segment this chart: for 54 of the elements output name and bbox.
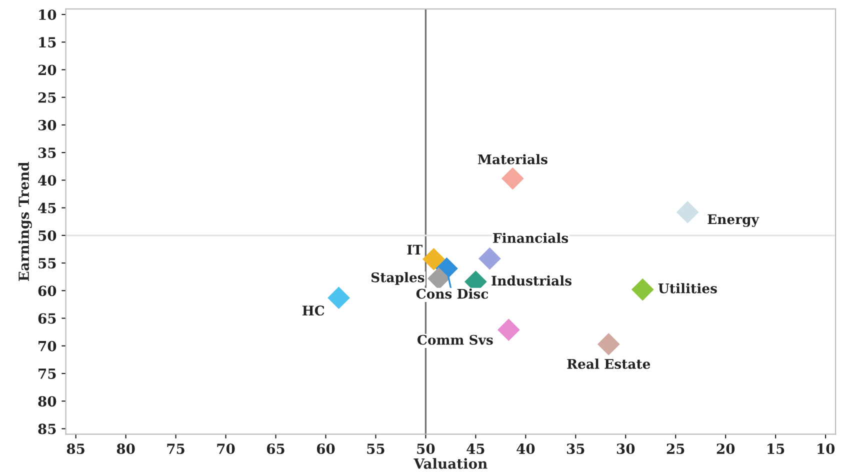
x-tick-label: 50 <box>417 444 435 454</box>
series-label: Utilities <box>658 283 717 294</box>
x-tick-label: 45 <box>466 444 484 454</box>
y-tick-label: 55 <box>38 258 56 268</box>
y-tick-label: 60 <box>38 286 56 296</box>
series-label: Staples <box>371 272 424 285</box>
series-label: IT <box>407 244 422 254</box>
y-tick-label: 80 <box>38 396 56 407</box>
point <box>428 267 450 290</box>
point <box>478 247 501 270</box>
y-tick-label: 15 <box>39 37 56 48</box>
series-label: Real Estate <box>567 358 650 369</box>
x-tick-label: 35 <box>566 444 584 454</box>
y-tick-label: 20 <box>38 64 56 76</box>
series-label: Comm Svs <box>418 334 493 345</box>
point <box>631 278 654 301</box>
point <box>422 248 445 270</box>
y-tick-label: 75 <box>38 368 56 379</box>
x-axis-title: Valuation <box>414 458 488 469</box>
y-tick-label: 50 <box>38 230 56 241</box>
y-tick-label: 45 <box>38 202 56 214</box>
x-tick-label: 60 <box>316 444 335 454</box>
y-tick-label: 10 <box>39 9 56 20</box>
x-tick-label: 70 <box>217 444 235 454</box>
series-label: HC <box>302 306 324 316</box>
point <box>676 201 699 224</box>
y-tick-label: 70 <box>38 340 56 352</box>
series-label: Energy <box>708 214 760 227</box>
point <box>497 318 520 342</box>
x-tick-label: 15 <box>768 444 784 454</box>
y-tick-label: 25 <box>38 92 56 103</box>
series-label: Industrials <box>492 275 572 286</box>
y-tick-label: 85 <box>38 424 56 434</box>
x-tick-label: 85 <box>66 444 84 454</box>
series-label: Materials <box>478 154 548 164</box>
series-label: Financials <box>493 232 568 243</box>
x-tick-label: 80 <box>116 444 135 454</box>
y-tick-label: 40 <box>38 175 56 186</box>
x-tick-label: 10 <box>818 444 835 454</box>
y-tick-label: 30 <box>38 120 56 130</box>
y-tick-label: 35 <box>38 148 56 158</box>
y-axis-title: Earnings Trend <box>18 162 32 281</box>
x-tick-label: 55 <box>367 444 384 454</box>
point <box>328 286 350 310</box>
point <box>597 333 620 356</box>
x-tick-label: 75 <box>167 444 184 454</box>
x-tick-label: 40 <box>516 444 535 454</box>
x-tick-label: 30 <box>616 444 635 454</box>
x-tick-label: 20 <box>716 444 735 454</box>
x-tick-label: 65 <box>266 444 284 454</box>
y-tick-label: 65 <box>38 313 56 324</box>
x-tick-label: 25 <box>666 444 684 454</box>
series-label: Cons Disc <box>416 288 488 299</box>
point <box>501 167 524 190</box>
